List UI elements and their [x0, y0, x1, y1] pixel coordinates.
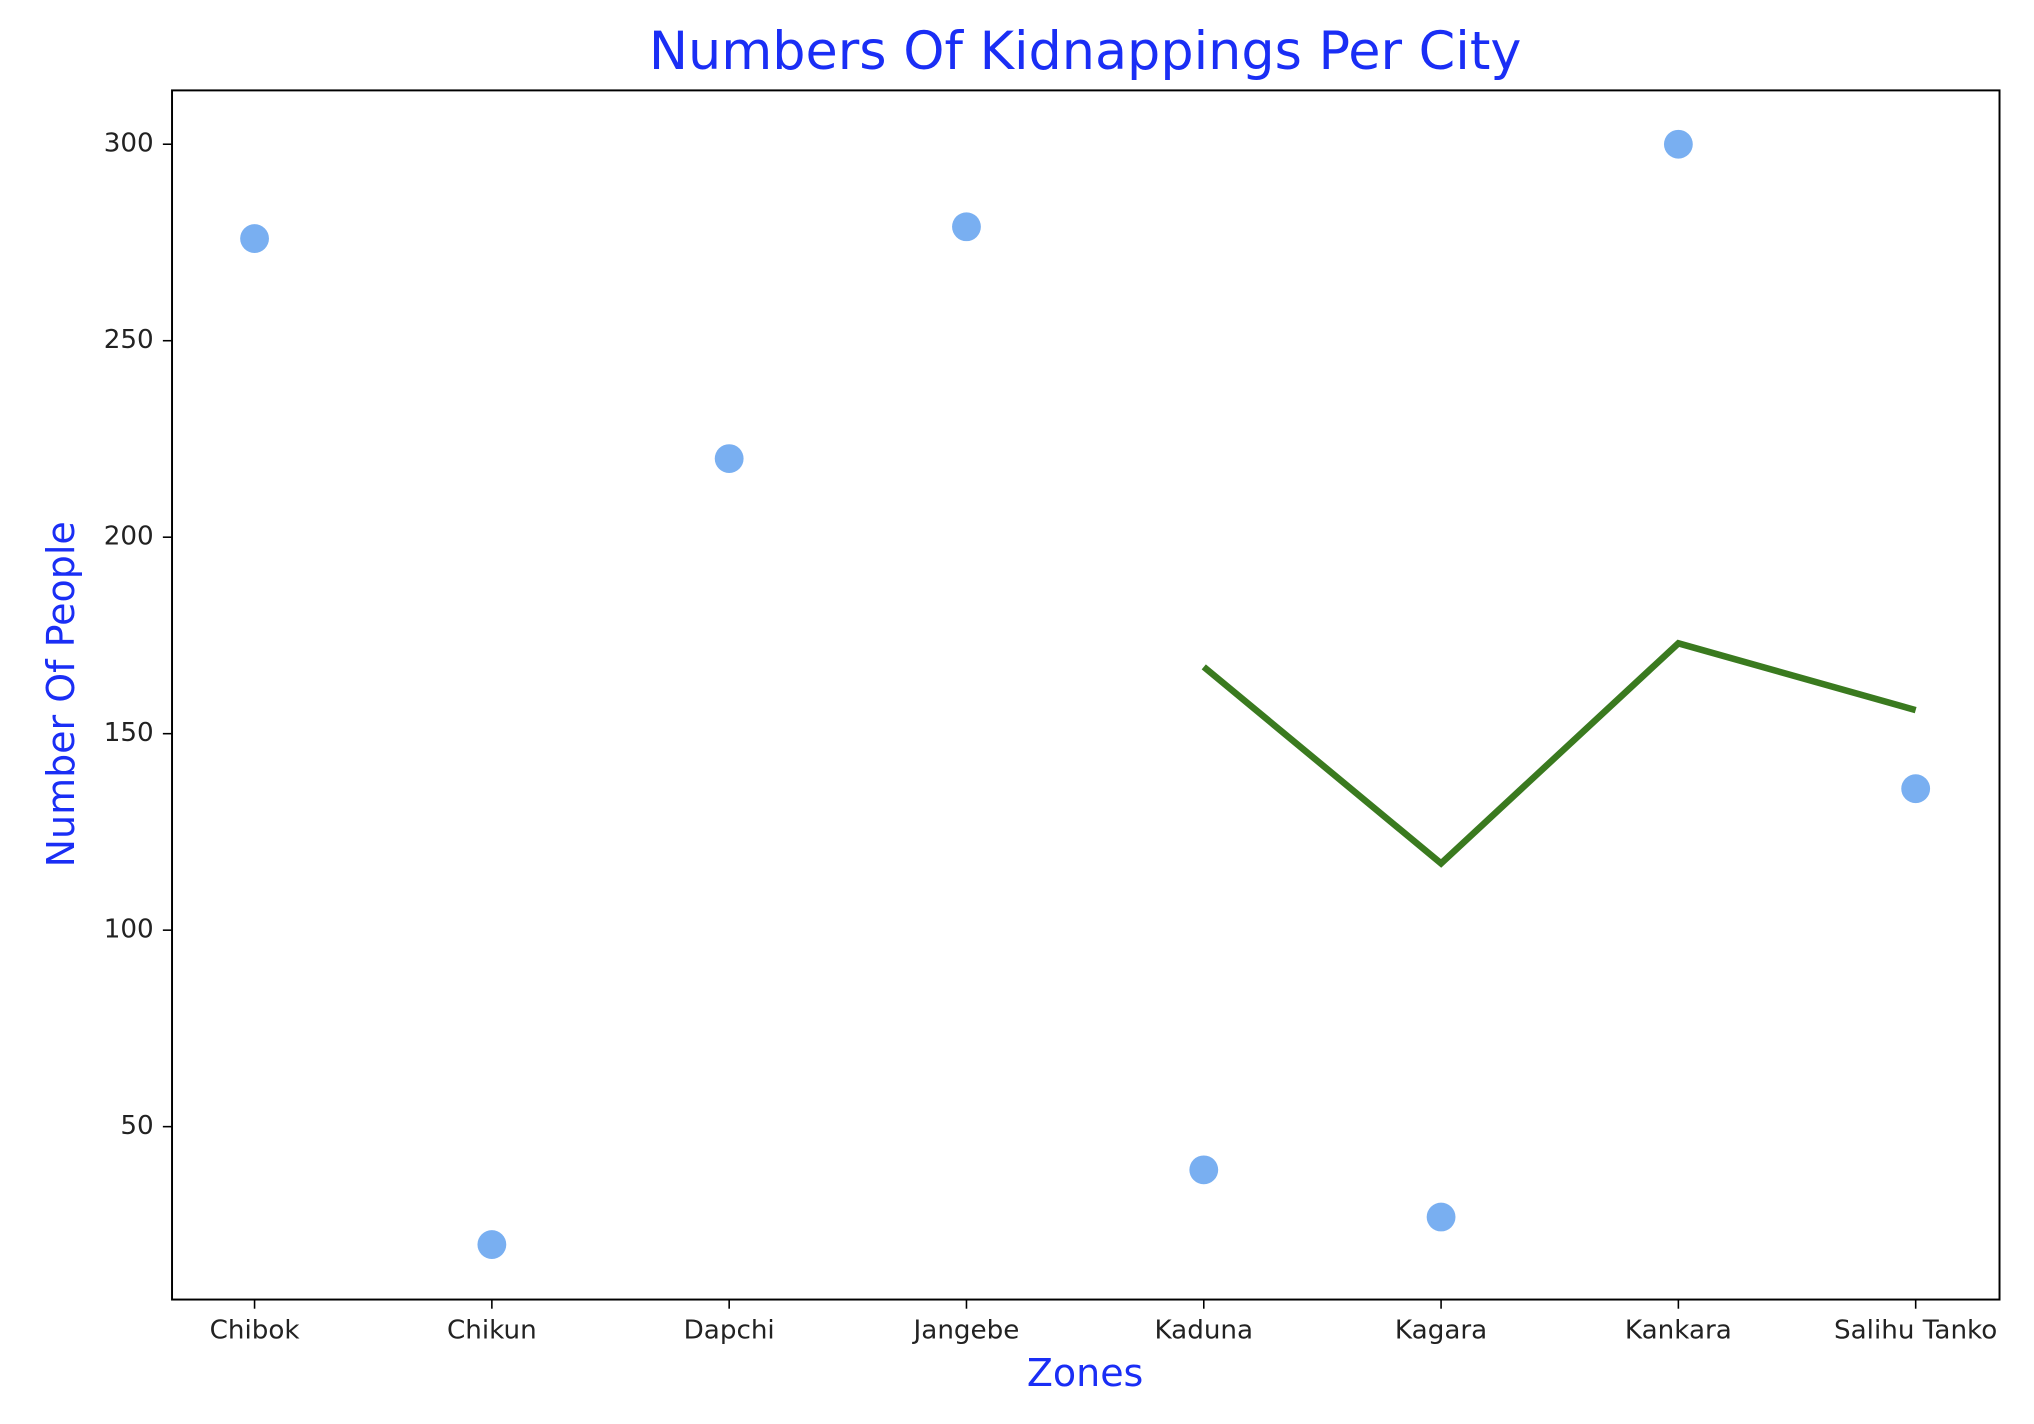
- x-tick-label: Kagara: [1395, 1315, 1487, 1345]
- y-tick-label: 200: [104, 522, 154, 552]
- y-axis-label: Number Of People: [39, 521, 83, 867]
- x-tick-label: Dapchi: [684, 1315, 775, 1345]
- scatter-point: [1426, 1202, 1456, 1232]
- y-tick-label: 50: [120, 1111, 153, 1141]
- x-tick-label: Kankara: [1625, 1315, 1732, 1345]
- x-tick-label: Jangebe: [912, 1315, 1020, 1345]
- scatter-point: [240, 224, 269, 253]
- x-tick-label: Salihu Tanko: [1834, 1315, 1997, 1345]
- chart-title: Numbers Of Kidnappings Per City: [649, 21, 1522, 82]
- x-tick-label: Kaduna: [1154, 1315, 1253, 1345]
- line-series: [1201, 639, 1917, 868]
- scatter-point: [1901, 774, 1931, 804]
- scatter-point: [477, 1230, 507, 1259]
- plot-frame: [171, 89, 2001, 1301]
- y-tick-label: 250: [104, 325, 154, 355]
- scatter-point: [714, 444, 744, 474]
- y-tick-label: 100: [104, 915, 154, 945]
- x-axis-label: Zones: [1027, 1351, 1144, 1395]
- scatter-point: [952, 212, 981, 242]
- scatter-point: [1663, 129, 1693, 159]
- y-tick-label: 300: [104, 129, 154, 159]
- x-tick-label: Chibok: [210, 1315, 301, 1345]
- y-tick-label: 150: [104, 718, 154, 748]
- scatter-point: [1189, 1155, 1219, 1185]
- x-tick-label: Chikun: [447, 1315, 537, 1345]
